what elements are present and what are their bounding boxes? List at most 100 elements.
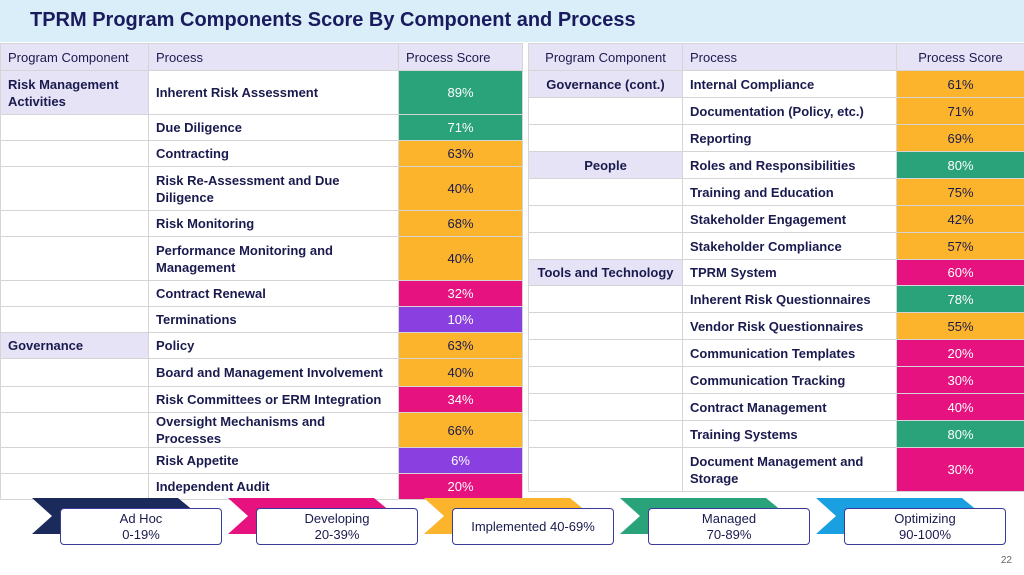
- table-row: Vendor Risk Questionnaires 55%: [528, 312, 1024, 340]
- process-cell: Contract Renewal: [148, 280, 399, 307]
- program-component-cell: [0, 447, 149, 474]
- legend-level-name: Implemented 40-69%: [471, 518, 595, 534]
- process-score-cell: 75%: [896, 178, 1024, 206]
- process-cell: Internal Compliance: [682, 70, 897, 98]
- table-row: Board and Management Involvement 40%: [0, 358, 523, 387]
- process-cell: Risk Re-Assessment and Due Diligence: [148, 166, 399, 211]
- process-cell: Oversight Mechanisms and Processes: [148, 412, 399, 448]
- title-bar: TPRM Program Components Score By Compone…: [0, 0, 1024, 42]
- process-score-cell: 71%: [896, 97, 1024, 125]
- page-title: TPRM Program Components Score By Compone…: [30, 9, 636, 31]
- legend-level-range: 0-19%: [122, 526, 160, 542]
- table-row: Training and Education 75%: [528, 178, 1024, 206]
- legend-level-range: 90-100%: [898, 526, 952, 542]
- table-row: Contracting 63%: [0, 140, 523, 167]
- program-component-cell: [528, 393, 683, 421]
- process-score-cell: 30%: [896, 366, 1024, 394]
- process-cell: Contracting: [148, 140, 399, 167]
- process-score-cell: 60%: [896, 259, 1024, 286]
- process-score-cell: 32%: [398, 280, 523, 307]
- program-component-cell: [528, 124, 683, 152]
- process-cell: Terminations: [148, 306, 399, 333]
- process-score-cell: 40%: [398, 358, 523, 387]
- process-cell: Inherent Risk Assessment: [148, 70, 399, 115]
- process-cell: Reporting: [682, 124, 897, 152]
- program-component-cell: [528, 178, 683, 206]
- process-cell: Training and Education: [682, 178, 897, 206]
- process-score-cell: 61%: [896, 70, 1024, 98]
- legend-label: Developing 20-39%: [256, 508, 418, 545]
- table-row: Due Diligence 71%: [0, 114, 523, 141]
- legend-level-name: Developing: [304, 510, 370, 526]
- table-row: Reporting 69%: [528, 124, 1024, 152]
- table-row: Communication Templates 20%: [528, 339, 1024, 367]
- process-cell: Stakeholder Engagement: [682, 205, 897, 233]
- process-score-cell: 42%: [896, 205, 1024, 233]
- table-row: Risk Appetite 6%: [0, 447, 523, 474]
- process-cell: Due Diligence: [148, 114, 399, 141]
- table-row: Document Management and Storage 30%: [528, 447, 1024, 492]
- process-score-cell: 10%: [398, 306, 523, 333]
- process-score-cell: 34%: [398, 386, 523, 413]
- header-program-component: Program Component: [528, 43, 683, 71]
- process-cell: Contract Management: [682, 393, 897, 421]
- header-process: Process: [682, 43, 897, 71]
- process-cell: Independent Audit: [148, 473, 399, 500]
- program-component-cell: [528, 420, 683, 448]
- header-process-score: Process Score: [896, 43, 1024, 71]
- table-row: Communication Tracking 30%: [528, 366, 1024, 394]
- process-cell: Communication Templates: [682, 339, 897, 367]
- process-cell: Roles and Responsibilities: [682, 151, 897, 179]
- program-component-cell: Governance (cont.): [528, 70, 683, 98]
- program-component-cell: [528, 447, 683, 492]
- process-score-cell: 80%: [896, 420, 1024, 448]
- program-component-cell: [0, 166, 149, 211]
- table-row: Inherent Risk Questionnaires 78%: [528, 285, 1024, 313]
- header-program-component: Program Component: [0, 43, 149, 71]
- process-score-cell: 71%: [398, 114, 523, 141]
- process-cell: Risk Monitoring: [148, 210, 399, 237]
- program-component-cell: [0, 236, 149, 281]
- process-cell: Inherent Risk Questionnaires: [682, 285, 897, 313]
- process-cell: Vendor Risk Questionnaires: [682, 312, 897, 340]
- table-row: Risk Management Activities Inherent Risk …: [0, 70, 523, 115]
- table-row: Stakeholder Engagement 42%: [528, 205, 1024, 233]
- program-component-cell: Tools and Technology: [528, 259, 683, 286]
- process-cell: Risk Committees or ERM Integration: [148, 386, 399, 413]
- process-score-cell: 68%: [398, 210, 523, 237]
- program-component-cell: [0, 210, 149, 237]
- table-row: Independent Audit 20%: [0, 473, 523, 500]
- legend-label: Ad Hoc 0-19%: [60, 508, 222, 545]
- program-component-cell: People: [528, 151, 683, 179]
- table-row: Performance Monitoring and Management 40%: [0, 236, 523, 281]
- program-component-cell: [528, 312, 683, 340]
- table-row: Risk Monitoring 68%: [0, 210, 523, 237]
- legend-level-range: 20-39%: [314, 526, 360, 542]
- process-score-cell: 55%: [896, 312, 1024, 340]
- program-component-cell: [0, 386, 149, 413]
- legend-label: Optimizing 90-100%: [844, 508, 1006, 545]
- program-component-cell: [0, 473, 149, 500]
- legend-label: Implemented 40-69%: [452, 508, 614, 545]
- table-row: Stakeholder Compliance 57%: [528, 232, 1024, 260]
- process-cell: Policy: [148, 332, 399, 359]
- table-row: People Roles and Responsibilities 80%: [528, 151, 1024, 179]
- legend-label: Managed 70-89%: [648, 508, 810, 545]
- process-score-cell: 40%: [398, 236, 523, 281]
- process-cell: Stakeholder Compliance: [682, 232, 897, 260]
- page-number: 22: [1000, 555, 1012, 566]
- table-row: Oversight Mechanisms and Processes 66%: [0, 412, 523, 448]
- right-score-table: Program Component Process Process Score …: [528, 43, 1024, 492]
- process-score-cell: 80%: [896, 151, 1024, 179]
- process-score-cell: 66%: [398, 412, 523, 448]
- table-row: Documentation (Policy, etc.) 71%: [528, 97, 1024, 125]
- header-process-score: Process Score: [398, 43, 523, 71]
- program-component-cell: [528, 339, 683, 367]
- process-cell: Training Systems: [682, 420, 897, 448]
- program-component-cell: [0, 140, 149, 167]
- table-header-row: Program Component Process Process Score: [0, 43, 523, 71]
- process-cell: TPRM System: [682, 259, 897, 286]
- table-row: Governance (cont.) Internal Compliance 61%: [528, 70, 1024, 98]
- process-score-cell: 30%: [896, 447, 1024, 492]
- process-score-cell: 40%: [398, 166, 523, 211]
